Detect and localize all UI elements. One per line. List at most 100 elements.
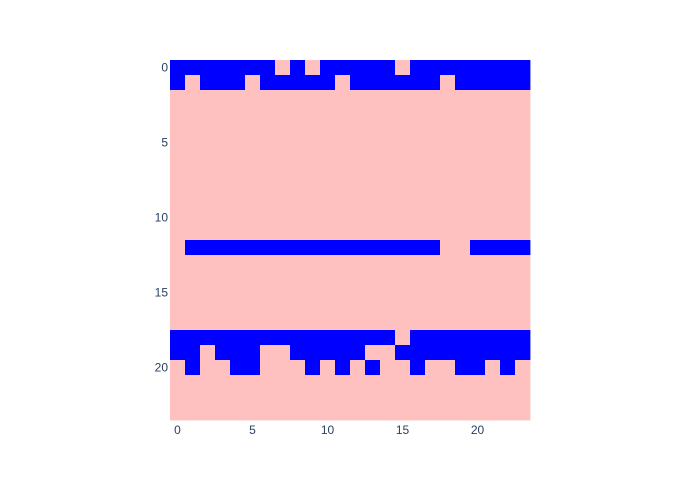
heatmap-cell	[200, 255, 216, 271]
heatmap-cell	[185, 120, 201, 136]
heatmap-cell	[425, 60, 441, 76]
heatmap-cell	[200, 240, 216, 256]
heatmap-cell	[335, 330, 351, 346]
heatmap-cell	[170, 195, 186, 211]
heatmap-cell	[275, 90, 291, 106]
heatmap-cell	[305, 165, 321, 181]
heatmap-cell	[380, 105, 396, 121]
heatmap-cell	[350, 120, 366, 136]
heatmap-cell	[170, 90, 186, 106]
heatmap-cell	[440, 375, 456, 391]
y-tick-label: 0	[161, 61, 168, 75]
heatmap-cell	[365, 90, 381, 106]
heatmap-cell	[410, 75, 426, 91]
heatmap-cell	[455, 120, 471, 136]
heatmap-cell	[470, 300, 486, 316]
heatmap-cell	[170, 255, 186, 271]
heatmap-cell	[440, 165, 456, 181]
heatmap-cell	[185, 135, 201, 151]
heatmap-cell	[230, 300, 246, 316]
heatmap-cell	[350, 270, 366, 286]
heatmap-cell	[245, 195, 261, 211]
heatmap-cell	[200, 165, 216, 181]
heatmap-cell	[380, 180, 396, 196]
heatmap-cell	[290, 270, 306, 286]
heatmap-cell	[365, 240, 381, 256]
heatmap-cell	[230, 330, 246, 346]
heatmap-cell	[455, 240, 471, 256]
heatmap-cell	[170, 75, 186, 91]
heatmap-cell	[185, 390, 201, 406]
heatmap-cell	[485, 150, 501, 166]
heatmap-cell	[185, 360, 201, 376]
heatmap-cell	[305, 210, 321, 226]
heatmap-cell	[515, 300, 531, 316]
heatmap-cell	[185, 105, 201, 121]
heatmap-cell	[335, 270, 351, 286]
heatmap-cell	[485, 345, 501, 361]
heatmap-cell	[290, 120, 306, 136]
heatmap-cell	[365, 105, 381, 121]
heatmap-cell	[425, 105, 441, 121]
heatmap-cell	[320, 165, 336, 181]
heatmap-cell	[305, 135, 321, 151]
heatmap-cell	[455, 75, 471, 91]
heatmap-cell	[305, 375, 321, 391]
heatmap-cell	[185, 90, 201, 106]
heatmap-cell	[455, 60, 471, 76]
heatmap-cell	[500, 270, 516, 286]
heatmap-cell	[305, 75, 321, 91]
heatmap-cell	[350, 180, 366, 196]
heatmap-cell	[380, 135, 396, 151]
heatmap-cell	[455, 270, 471, 286]
heatmap-cell	[200, 150, 216, 166]
heatmap-cell	[185, 180, 201, 196]
heatmap-cell	[275, 225, 291, 241]
heatmap-cell	[485, 180, 501, 196]
heatmap-cell	[170, 405, 186, 421]
heatmap-cell	[185, 225, 201, 241]
heatmap-cell	[215, 360, 231, 376]
heatmap-cell	[200, 105, 216, 121]
heatmap-cell	[380, 120, 396, 136]
heatmap-cell	[170, 270, 186, 286]
heatmap-cell	[365, 375, 381, 391]
heatmap-cell	[290, 135, 306, 151]
heatmap-cell	[425, 75, 441, 91]
heatmap-cell	[200, 90, 216, 106]
heatmap-cell	[380, 75, 396, 91]
heatmap-cell	[485, 360, 501, 376]
heatmap-cell	[485, 105, 501, 121]
heatmap-cell	[290, 225, 306, 241]
x-axis-ticks: 0 5 10 15 20	[174, 423, 484, 437]
heatmap-cell	[395, 375, 411, 391]
heatmap-cell	[320, 75, 336, 91]
heatmap-cell	[425, 345, 441, 361]
heatmap-cell	[320, 240, 336, 256]
heatmap-cell	[350, 135, 366, 151]
heatmap-cell	[170, 60, 186, 76]
heatmap-cell	[515, 255, 531, 271]
heatmap-cell	[305, 240, 321, 256]
y-tick-label: 5	[161, 136, 168, 150]
heatmap-cell	[290, 195, 306, 211]
heatmap-cell	[335, 285, 351, 301]
heatmap-cell	[425, 405, 441, 421]
heatmap-cell	[515, 75, 531, 91]
heatmap-cell	[455, 150, 471, 166]
heatmap-cell	[380, 390, 396, 406]
heatmap-cell	[335, 300, 351, 316]
heatmap-cell	[440, 360, 456, 376]
heatmap-cell	[440, 405, 456, 421]
heatmap-cell	[500, 375, 516, 391]
heatmap-cell	[470, 360, 486, 376]
heatmap-cell	[500, 345, 516, 361]
heatmap-cell	[260, 285, 276, 301]
heatmap-cell	[275, 105, 291, 121]
heatmap-cell	[500, 240, 516, 256]
heatmap-cell	[230, 150, 246, 166]
heatmap-cell	[500, 120, 516, 136]
heatmap-cell	[470, 375, 486, 391]
heatmap-cell	[335, 225, 351, 241]
x-tick-label: 15	[396, 423, 410, 437]
